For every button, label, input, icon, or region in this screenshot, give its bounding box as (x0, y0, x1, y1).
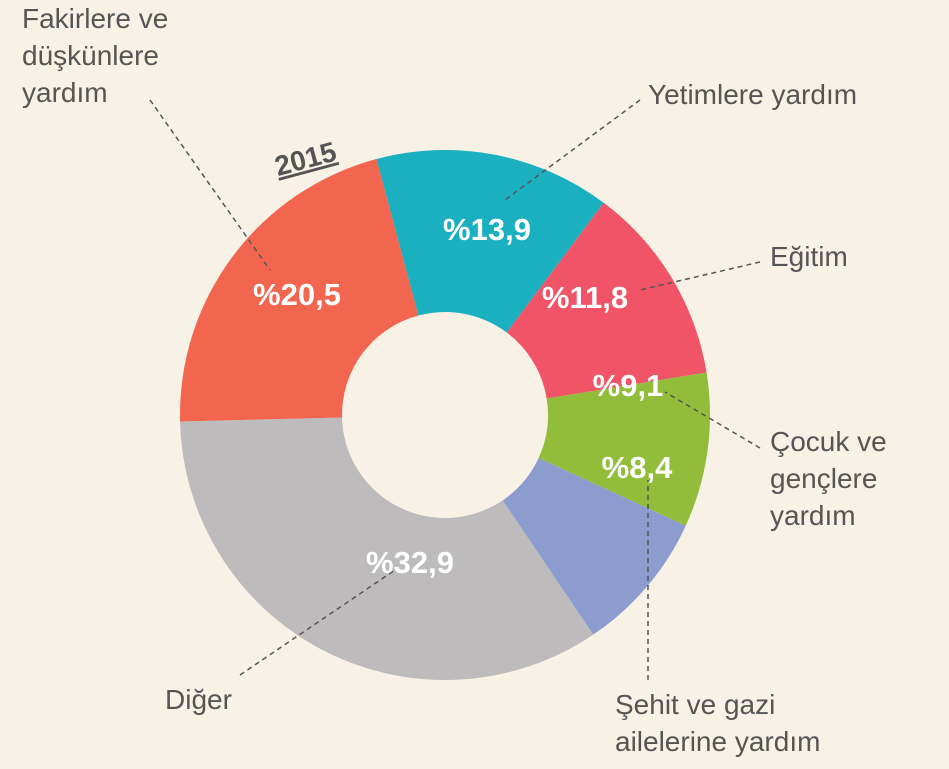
category-label: Yetimlere yardım (648, 79, 858, 110)
category-label: Fakirlere ve düşkünlere yardım (22, 3, 169, 108)
value-label: %9,1 (593, 368, 664, 403)
leader-line (239, 569, 396, 676)
value-label: %11,8 (542, 280, 628, 315)
donut-slice (180, 159, 419, 422)
value-label: %13,9 (443, 212, 531, 247)
value-label: %32,9 (366, 545, 454, 580)
chart-title: 2015 (271, 136, 339, 182)
value-label: %20,5 (253, 277, 341, 312)
leader-line (149, 99, 271, 271)
donut-slice (538, 372, 710, 526)
donut-slice (180, 417, 594, 681)
leader-line (639, 261, 761, 291)
category-label: Şehit ve gazi ailelerine yardım (615, 689, 821, 757)
donut-slice (502, 458, 686, 635)
category-label: Çocuk ve gençlere yardım (770, 426, 887, 531)
category-label: Eğitim (770, 241, 848, 272)
leader-line (664, 391, 761, 449)
donut-slice (506, 202, 707, 399)
donut-slice (376, 150, 604, 333)
category-label: Diğer (165, 684, 232, 715)
value-label: %8,4 (602, 450, 673, 485)
leader-line (504, 99, 641, 201)
